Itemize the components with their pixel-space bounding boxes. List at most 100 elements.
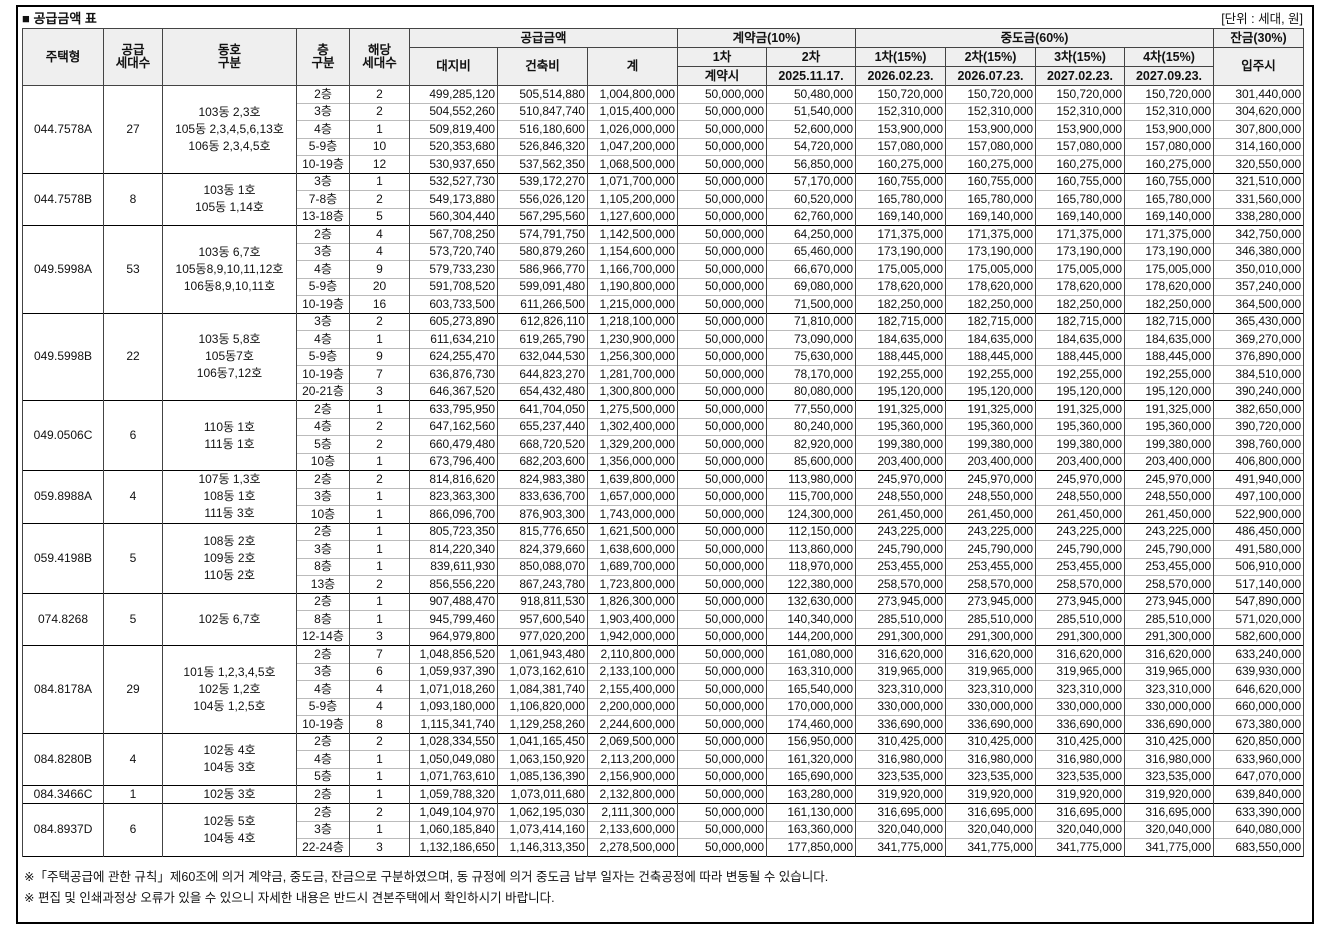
- deposit-1: 50,000,000: [677, 435, 767, 453]
- balance: 406,800,000: [1213, 452, 1305, 471]
- total-price: 1,154,600,000: [587, 242, 678, 261]
- balance: 350,010,000: [1213, 260, 1305, 278]
- floor: 22-24층: [296, 838, 350, 856]
- unit-count: 1: [349, 522, 410, 541]
- building-price: 918,811,530: [497, 592, 588, 611]
- table-row: 5층 2 660,479,480 668,720,520 1,329,200,000 50…: [23, 435, 1305, 453]
- unit-count: 6: [349, 662, 410, 681]
- table-row: 13-18층 5 560,304,440 567,295,560 1,127,600,0…: [23, 207, 1305, 226]
- table-row: 20-21층 3 646,367,520 654,432,480 1,300,800,0…: [23, 382, 1305, 401]
- deposit-1: 50,000,000: [677, 347, 767, 366]
- dongho: 102동 6,7호: [162, 592, 297, 646]
- deposit-2: 71,500,000: [766, 295, 856, 313]
- balance: 357,240,000: [1213, 277, 1305, 296]
- table-row: 059.8988A 4 107동 1,3호 108동 1호 111동 3호 2층 2 814,…: [22, 470, 1305, 523]
- unit-count: 16: [349, 295, 410, 313]
- balance: 522,900,000: [1213, 505, 1305, 523]
- header-cell: 공급금액: [409, 28, 678, 48]
- deposit-2: 64,250,000: [766, 225, 856, 243]
- middle-4: 182,250,000: [1123, 295, 1215, 313]
- table-row: 12-14층 3 964,979,800 977,020,200 1,942,000,0…: [23, 627, 1305, 646]
- balance: 321,510,000: [1213, 172, 1305, 191]
- unit-count: 9: [349, 347, 410, 366]
- middle-3: 171,375,000: [1035, 225, 1125, 243]
- middle-2: 182,715,000: [945, 312, 1036, 331]
- total-price: 1,218,100,000: [587, 312, 678, 331]
- floor: 4층: [296, 120, 350, 138]
- total-price: 1,142,500,000: [587, 225, 678, 243]
- middle-4: 184,635,000: [1123, 330, 1215, 348]
- floor: 10-19층: [296, 295, 350, 313]
- building-price: 1,041,165,450: [497, 732, 588, 751]
- total-price: 1,723,800,000: [587, 575, 678, 593]
- floor: 5-9층: [296, 277, 350, 296]
- middle-1: 310,425,000: [855, 732, 946, 751]
- middle-2: 178,620,000: [945, 277, 1036, 296]
- floor: 3층: [296, 242, 350, 261]
- total-price: 1,638,600,000: [587, 540, 678, 558]
- middle-2: 285,510,000: [945, 610, 1036, 628]
- household-count: 4: [103, 732, 163, 786]
- unit-count: 2: [349, 102, 410, 121]
- building-price: 539,172,270: [497, 172, 588, 191]
- middle-2: 248,550,000: [945, 487, 1036, 506]
- household-count: 6: [103, 400, 163, 471]
- middle-4: 258,570,000: [1123, 575, 1215, 593]
- middle-1: 319,965,000: [855, 662, 946, 681]
- middle-2: 341,775,000: [945, 838, 1036, 856]
- middle-3: 192,255,000: [1035, 365, 1125, 383]
- land-price: 814,816,620: [409, 470, 498, 488]
- total-price: 1,689,700,000: [587, 557, 678, 576]
- dongho-line: 106동7,12호: [196, 366, 263, 381]
- deposit-1: 50,000,000: [677, 470, 767, 488]
- table-row: 5-9층 9 624,255,470 632,044,530 1,256,300,000…: [23, 347, 1305, 366]
- unit-count: 1: [349, 820, 410, 839]
- middle-3: 191,325,000: [1035, 400, 1125, 418]
- middle-2: 152,310,000: [945, 102, 1036, 121]
- middle-3: 199,380,000: [1035, 435, 1125, 453]
- middle-1: 341,775,000: [855, 838, 946, 856]
- table-row: 10층 1 673,796,400 682,203,600 1,356,000,000 5…: [23, 452, 1305, 471]
- balance: 639,930,000: [1213, 662, 1305, 681]
- household-count: 4: [103, 470, 163, 523]
- deposit-1: 50,000,000: [677, 592, 767, 611]
- unit-count: 1: [349, 452, 410, 471]
- deposit-2: 69,080,000: [766, 277, 856, 296]
- dongho-line: 103동 2,3호: [198, 104, 261, 119]
- building-price: 654,432,480: [497, 382, 588, 401]
- land-price: 633,795,950: [409, 400, 498, 418]
- land-price: 839,611,930: [409, 557, 498, 576]
- building-price: 526,846,320: [497, 137, 588, 156]
- unit-count: 7: [349, 365, 410, 383]
- balance: 304,620,000: [1213, 102, 1305, 121]
- dongho: 102동 5호 104동 4호: [162, 803, 297, 856]
- table-row: 5층 1 1,071,763,610 1,085,136,390 2,156,900,0…: [23, 767, 1305, 786]
- building-price: 619,265,790: [497, 330, 588, 348]
- middle-2: 160,755,000: [945, 172, 1036, 191]
- middle-2: 320,040,000: [945, 820, 1036, 839]
- deposit-1: 50,000,000: [677, 207, 767, 226]
- deposit-2: 165,540,000: [766, 680, 856, 698]
- middle-4: 316,620,000: [1123, 645, 1215, 663]
- table-row: 3층 1 1,060,185,840 1,073,414,160 2,133,600,0…: [23, 820, 1305, 839]
- floor: 4층: [296, 330, 350, 348]
- middle-4: 178,620,000: [1123, 277, 1215, 296]
- middle-2: 310,425,000: [945, 732, 1036, 751]
- deposit-2: 163,360,000: [766, 820, 856, 839]
- middle-4: 153,900,000: [1123, 120, 1215, 138]
- total-price: 1,215,000,000: [587, 295, 678, 313]
- middle-2: 245,790,000: [945, 540, 1036, 558]
- deposit-1: 50,000,000: [677, 277, 767, 296]
- middle-3: 316,980,000: [1035, 750, 1125, 768]
- middle-1: 319,920,000: [855, 785, 946, 804]
- floor: 4층: [296, 750, 350, 768]
- unit-count: 2: [349, 312, 410, 331]
- middle-4: 192,255,000: [1123, 365, 1215, 383]
- middle-1: 195,120,000: [855, 382, 946, 401]
- middle-2: 245,970,000: [945, 470, 1036, 488]
- dongho: 108동 2호 109동 2호 110동 2호: [162, 522, 297, 593]
- deposit-1: 50,000,000: [677, 575, 767, 593]
- unit-count: 1: [349, 750, 410, 768]
- middle-1: 178,620,000: [855, 277, 946, 296]
